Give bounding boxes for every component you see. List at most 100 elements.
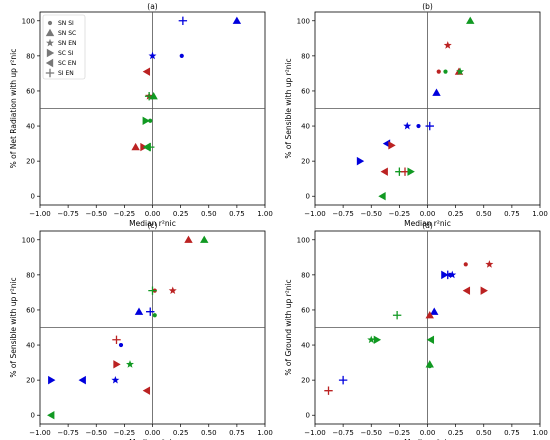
data-point xyxy=(425,360,434,368)
x-tick-label: 0.00 xyxy=(145,429,161,437)
x-tick-label: 0.50 xyxy=(476,210,492,218)
legend-box xyxy=(42,14,86,80)
legend-label: SC EN xyxy=(58,60,76,67)
data-point xyxy=(48,375,56,385)
data-point xyxy=(462,286,471,295)
data-point xyxy=(443,41,452,49)
legend-marker xyxy=(45,28,55,37)
y-axis-label: % of Sensible with up r²nic xyxy=(9,277,18,377)
y-axis-label: % of Net Radiation with up r²nic xyxy=(9,49,18,169)
data-point xyxy=(111,375,120,384)
x-tick-label: 0.00 xyxy=(145,210,161,218)
y-tick-label: 60 xyxy=(26,306,35,314)
data-point xyxy=(152,313,157,318)
x-tick-label: −0.75 xyxy=(332,210,353,218)
x-axis-label: Median r²nic xyxy=(129,219,176,228)
data-point xyxy=(447,272,453,277)
data-point xyxy=(443,69,448,74)
x-axis-label: Median r²nic xyxy=(404,219,451,228)
x-tick-label: 0.75 xyxy=(504,210,520,218)
data-point xyxy=(425,121,434,131)
y-tick-label: 0 xyxy=(306,412,310,420)
panel-4: −1.00 −0.75 −0.50 −0.25 0.00 0.25 0.50 0.75 1.00… xyxy=(284,221,548,440)
x-tick-label: −0.25 xyxy=(389,429,410,437)
data-point xyxy=(427,364,432,369)
x-tick-label: 0.75 xyxy=(504,429,520,437)
x-tick-label: −0.25 xyxy=(114,429,135,437)
x-tick-label: −1.00 xyxy=(29,210,50,218)
panel-title: (a) xyxy=(147,2,158,11)
data-point xyxy=(144,92,154,101)
data-point xyxy=(367,335,376,344)
y-tick-label: 80 xyxy=(301,52,310,60)
data-point xyxy=(178,16,188,25)
x-tick-label: −1.00 xyxy=(304,210,325,218)
data-point xyxy=(485,260,494,268)
y-tick-label: 20 xyxy=(301,158,310,166)
data-point xyxy=(142,116,150,125)
y-tick-label: 80 xyxy=(26,271,35,279)
data-point xyxy=(356,156,365,166)
data-point xyxy=(112,335,121,344)
y-tick-label: 0 xyxy=(31,193,35,201)
data-point xyxy=(324,386,333,395)
x-tick-label: −0.50 xyxy=(86,429,107,437)
x-tick-label: 0.00 xyxy=(420,429,436,437)
x-tick-label: −0.50 xyxy=(361,210,382,218)
data-point xyxy=(388,141,396,150)
legend-marker xyxy=(47,20,53,26)
panel-1: −1.00 −0.75 −0.50 −0.25 0.00 0.25 0.50 0.75 1.00… xyxy=(9,2,273,228)
data-point xyxy=(134,307,144,315)
x-tick-label: −0.75 xyxy=(57,429,78,437)
data-point xyxy=(463,262,468,267)
data-point xyxy=(436,69,441,74)
data-point xyxy=(78,375,86,385)
data-point xyxy=(148,286,157,295)
data-point xyxy=(146,142,155,152)
data-point xyxy=(392,311,402,320)
legend-label: SC SI xyxy=(58,50,74,57)
x-tick-label: −0.75 xyxy=(57,210,78,218)
x-tick-label: 0.50 xyxy=(476,429,492,437)
y-tick-label: 100 xyxy=(297,17,310,25)
y-tick-label: 100 xyxy=(22,236,35,244)
x-tick-label: −0.50 xyxy=(86,210,107,218)
x-tick-label: −1.00 xyxy=(304,429,325,437)
y-tick-label: 40 xyxy=(26,342,35,350)
legend: SN SI SN SC SN EN SC SI SC EN SI EN xyxy=(42,14,86,80)
panel-2: −1.00 −0.75 −0.50 −0.25 0.00 0.25 0.50 0.75 1.00… xyxy=(284,2,548,228)
data-point xyxy=(148,51,157,60)
data-point xyxy=(403,121,412,130)
x-tick-label: −0.50 xyxy=(361,429,382,437)
x-tick-label: 1.00 xyxy=(532,210,548,218)
data-point xyxy=(168,286,177,295)
y-tick-label: 40 xyxy=(26,123,35,131)
x-tick-label: 0.25 xyxy=(173,429,189,437)
data-point xyxy=(131,142,140,151)
data-point xyxy=(480,286,488,295)
x-tick-label: 0.25 xyxy=(448,210,464,218)
x-tick-label: 0.75 xyxy=(229,210,245,218)
y-axis-label: % of Sensible with up r²nic xyxy=(284,58,293,158)
panel-title: (c) xyxy=(148,221,158,230)
x-tick-label: 0.25 xyxy=(173,210,189,218)
data-point xyxy=(118,342,124,348)
data-point xyxy=(432,88,441,96)
panel-title: (d) xyxy=(422,221,433,230)
data-point xyxy=(338,375,348,385)
data-point xyxy=(200,235,209,243)
data-point xyxy=(142,67,151,76)
y-tick-label: 100 xyxy=(22,17,35,25)
y-tick-label: 40 xyxy=(301,123,310,131)
y-tick-label: 40 xyxy=(301,342,310,350)
x-tick-label: −0.25 xyxy=(114,210,135,218)
data-point xyxy=(456,67,465,76)
x-axis-label: Median r²nic xyxy=(129,438,176,440)
x-tick-label: 1.00 xyxy=(532,429,548,437)
legend-marker xyxy=(46,38,54,47)
data-point xyxy=(378,192,386,201)
legend-marker xyxy=(45,68,55,78)
panel-title: (b) xyxy=(422,2,433,11)
data-point xyxy=(146,307,155,316)
data-point xyxy=(373,335,382,344)
